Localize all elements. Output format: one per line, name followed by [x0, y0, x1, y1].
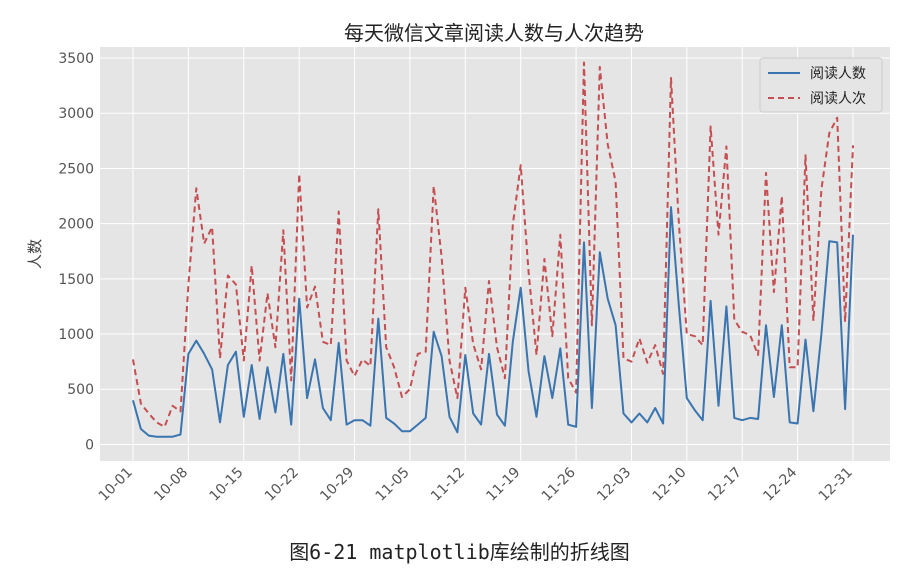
x-tick-label: 10-01 — [96, 465, 136, 505]
x-tick-label: 12-17 — [705, 465, 745, 505]
figure-caption: 图6-21 matplotlib库绘制的折线图 — [289, 540, 630, 564]
y-tick-label: 500 — [67, 382, 94, 398]
y-tick-label: 1500 — [58, 272, 94, 288]
line-chart: 每天微信文章阅读人数与人次趋势 0 500 1000 1500 2000 2500 3000… — [26, 21, 890, 505]
series-line-readers — [132, 206, 854, 438]
y-axis-label: 人数 — [26, 239, 44, 269]
x-tick-label: 11-26 — [539, 464, 579, 504]
y-tick-label: 2500 — [58, 161, 94, 177]
x-tick-label: 10-15 — [207, 465, 247, 505]
x-tick-label: 12-10 — [650, 465, 690, 505]
x-tick-label: 11-19 — [483, 465, 523, 505]
x-tick-label: 10-29 — [317, 465, 357, 505]
x-tick-label: 12-03 — [594, 465, 634, 505]
y-axis-ticks: 0 500 1000 1500 2000 2500 3000 3500 — [58, 51, 94, 453]
series-line-visits — [132, 61, 854, 428]
x-tick-label: 11-05 — [373, 465, 413, 505]
y-tick-label: 0 — [85, 437, 94, 453]
legend-label: 阅读人数 — [810, 65, 866, 82]
y-tick-label: 2000 — [58, 217, 94, 233]
series-lines — [132, 61, 854, 438]
y-tick-label: 1000 — [58, 327, 94, 343]
x-axis-ticks: 10-01 10-08 10-15 10-22 10-29 11-05 11-12 11-19… — [96, 464, 856, 504]
chart-title: 每天微信文章阅读人数与人次趋势 — [344, 21, 644, 45]
x-tick-label: 10-08 — [151, 465, 191, 505]
y-tick-label: 3000 — [58, 106, 94, 122]
x-tick-label: 12-31 — [816, 465, 856, 505]
legend-label: 阅读人次 — [810, 90, 866, 107]
y-tick-label: 3500 — [58, 51, 94, 67]
x-tick-label: 11-12 — [428, 465, 468, 505]
x-tick-label: 12-24 — [760, 464, 800, 504]
x-tick-label: 10-22 — [262, 465, 302, 505]
